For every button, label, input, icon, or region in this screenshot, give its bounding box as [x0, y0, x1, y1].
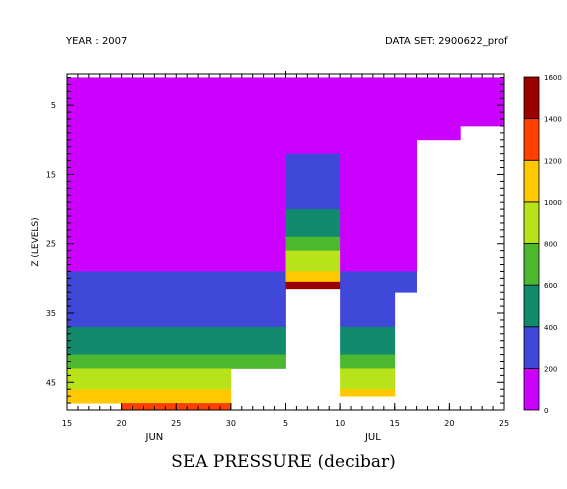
x-tick-label: 5 — [283, 419, 288, 428]
colorbar-label: 200 — [544, 365, 557, 373]
heatmap-cell — [340, 354, 396, 369]
y-tick-label: 5 — [51, 101, 56, 110]
x-axis: 15 20 25 30 5 10 15 20 25 JUN JUL — [62, 71, 509, 443]
y-axis: 5 15 25 35 45 — [46, 76, 504, 411]
x-month-label: JUL — [364, 432, 381, 443]
x-month-label: JUN — [145, 432, 164, 443]
x-tick-label: 15 — [62, 419, 72, 428]
heatmap-cell — [340, 389, 396, 397]
heatmap-cell — [230, 271, 286, 328]
heatmap-cell — [340, 77, 396, 272]
heatmap-cell — [121, 354, 232, 369]
colorbar-swatch — [523, 201, 540, 244]
heatmap-cell — [285, 271, 341, 283]
colorbar-swatch — [523, 118, 540, 161]
y-tick-label: 35 — [46, 309, 56, 318]
heatmap-cell — [460, 77, 505, 127]
heatmap-cell — [121, 368, 232, 390]
colorbar-label: 1000 — [544, 199, 562, 207]
dataset-label: DATA SET: 2900622_prof — [385, 36, 508, 47]
colorbar-label: 400 — [544, 324, 557, 332]
heatmap-cell — [285, 77, 341, 155]
heatmap-cell — [394, 271, 417, 293]
heatmap-cell — [285, 250, 341, 272]
colorbar-swatch — [523, 367, 540, 411]
x-tick-label: 20 — [444, 419, 454, 428]
colorbar-swatch — [523, 159, 540, 203]
heatmap-cell — [285, 153, 341, 210]
heatmap-cell — [340, 271, 396, 328]
heatmap-cell — [67, 271, 123, 328]
heatmap-cell — [67, 389, 123, 404]
colorbar-swatch — [523, 243, 540, 286]
x-tick-label: 30 — [226, 419, 236, 428]
x-tick-label: 25 — [171, 419, 181, 428]
x-axis-label: SEA PRESSURE (decibar) — [171, 452, 396, 472]
y-tick-label: 15 — [46, 170, 56, 179]
colorbar-swatch — [523, 284, 540, 328]
colorbar-label: 800 — [544, 241, 557, 249]
heatmap-cell — [67, 77, 123, 272]
y-axis-label: Z (LEVELS) — [31, 217, 41, 266]
colorbar-label: 1200 — [544, 157, 562, 165]
heatmap-cell — [230, 326, 286, 355]
colorbar-label: 1400 — [544, 116, 562, 124]
y-tick-label: 45 — [46, 378, 56, 387]
heatmap-cell — [416, 77, 461, 141]
heatmap-cell — [230, 77, 286, 272]
colorbar: 0 200 400 600 800 1000 1200 1400 1600 — [523, 74, 562, 415]
heatmap-cell — [285, 236, 341, 252]
heatmap-cell — [121, 326, 232, 355]
heatmap-cell — [340, 368, 396, 390]
x-tick-label: 15 — [390, 419, 400, 428]
heatmap-cell — [67, 326, 123, 355]
x-tick-label: 10 — [335, 419, 345, 428]
colorbar-label: 600 — [544, 282, 557, 290]
heatmap-cell — [394, 77, 417, 272]
heatmap-cell — [121, 77, 232, 272]
colorbar-swatch — [523, 76, 540, 120]
heatmap-cell — [285, 281, 341, 290]
heatmap-cells — [67, 77, 505, 411]
heatmap-cell — [121, 389, 232, 404]
heatmap-cell — [67, 368, 123, 390]
heatmap-cell — [121, 271, 232, 328]
heatmap-cell — [230, 354, 286, 369]
colorbar-label: 1600 — [544, 74, 562, 82]
heatmap-cell — [67, 354, 123, 369]
x-tick-label: 25 — [499, 419, 509, 428]
year-label: YEAR : 2007 — [66, 36, 128, 47]
heatmap-cell — [340, 326, 396, 355]
colorbar-swatch — [523, 326, 540, 369]
heatmap-cell — [285, 209, 341, 238]
y-tick-label: 25 — [46, 240, 56, 249]
x-tick-label: 20 — [117, 419, 127, 428]
colorbar-label: 0 — [544, 407, 548, 415]
